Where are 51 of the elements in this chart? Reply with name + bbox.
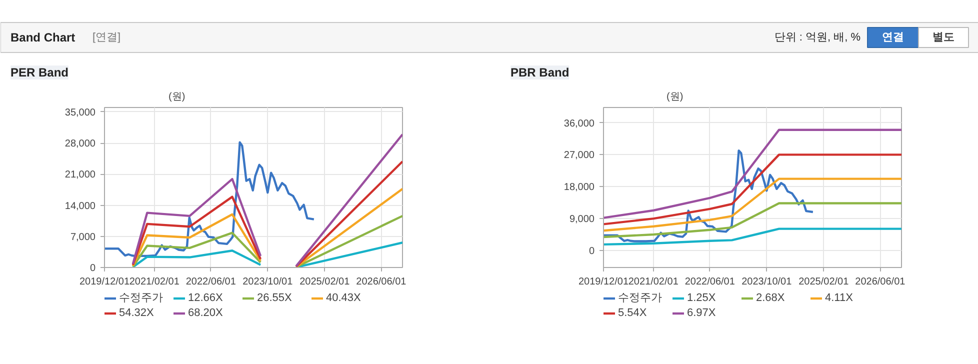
x-tick-label: 2023/10/01 (742, 276, 792, 288)
legend-label: 수정주가 (618, 291, 663, 305)
y-tick-label: 21,000 (64, 170, 96, 181)
y-tick-label: 7,000 (70, 232, 96, 243)
y-tick-label: 18,000 (564, 182, 595, 194)
x-tick-label: 2025/02/01 (798, 276, 850, 288)
x-tick-label: 2026/06/01 (855, 276, 906, 288)
line-series (604, 202, 902, 238)
x-tick-label: 2025/02/01 (300, 276, 350, 288)
text: Band Chart (10, 30, 76, 44)
legend-label: 2.68X (756, 292, 786, 304)
legend-label: 54.32X (119, 307, 155, 319)
legend-label: 6.97X (687, 307, 717, 319)
legend-label: 26.55X (257, 292, 293, 304)
line-series (604, 150, 814, 242)
x-tick-label: 2026/06/01 (356, 276, 407, 288)
x-tick-label: 2019/12/01 (79, 276, 130, 288)
chart-title: PER Band (10, 66, 69, 80)
x-tick-label: 2019/12/01 (578, 276, 629, 288)
y-tick-label: 0 (90, 263, 96, 274)
y-axis-title: (원) (666, 92, 684, 102)
x-tick-label: 2021/02/01 (129, 276, 180, 288)
legend-label: 12.66X (188, 292, 224, 304)
y-tick-label: 28,000 (64, 138, 96, 150)
y-tick-label: 0 (588, 246, 595, 257)
x-tick-label: 2023/10/01 (242, 276, 294, 288)
line-series (604, 154, 902, 226)
x-tick-label: 2022/06/01 (684, 276, 736, 288)
text: 단위 : 억원, 배, % (774, 32, 861, 44)
y-tick-label: 36,000 (564, 118, 595, 130)
x-tick-label: 2022/06/01 (186, 276, 236, 288)
line-series (604, 128, 902, 219)
legend-label: 수정주가 (119, 291, 164, 305)
text: 연결 (882, 32, 904, 44)
legend-label: 68.20X (188, 307, 224, 319)
x-tick-label: 2021/02/01 (628, 276, 679, 288)
line-series (104, 141, 316, 258)
legend-label: 1.25X (687, 292, 717, 304)
legend-label: 5.54X (618, 307, 648, 319)
text: [연결] (92, 32, 121, 44)
legend-label: 4.11X (825, 292, 854, 304)
y-tick-label: 35,000 (64, 107, 96, 118)
legend-label: 40.43X (326, 292, 362, 304)
y-tick-label: 9,000 (569, 214, 595, 226)
y-axis-title: (원) (168, 92, 186, 102)
line-series (604, 228, 902, 246)
text: 별도 (932, 32, 954, 44)
line-series (604, 178, 902, 232)
chart-title: PBR Band (510, 66, 570, 80)
y-tick-label: 27,000 (564, 150, 595, 162)
y-tick-label: 14,000 (64, 200, 96, 212)
